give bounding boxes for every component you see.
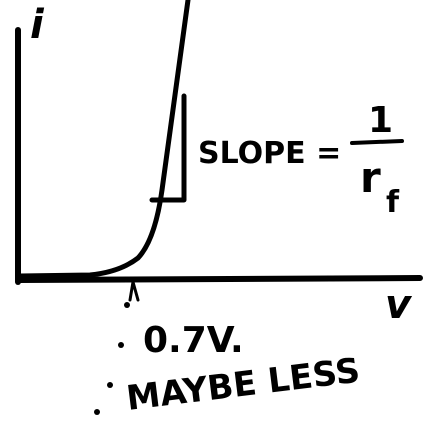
threshold-mark (130, 282, 138, 300)
x-axis-label: v (385, 282, 413, 328)
dot (94, 409, 100, 415)
slope-denominator: r (360, 153, 381, 202)
fraction-bar (352, 141, 402, 143)
threshold-label: 0.7V. (143, 320, 244, 361)
dotted-line (94, 302, 130, 415)
iv-curve (20, 0, 188, 276)
slope-subscript: f (386, 185, 400, 220)
diode-iv-sketch: i v SLOPE = 1 r f 0.7V. MAYBE LESS (0, 0, 433, 423)
slope-numerator: 1 (368, 100, 393, 141)
y-axis-label: i (30, 2, 45, 48)
dot (107, 382, 113, 388)
x-axis (18, 278, 420, 280)
dot (118, 342, 124, 348)
dot (124, 302, 130, 308)
slope-label: SLOPE = (198, 136, 341, 171)
